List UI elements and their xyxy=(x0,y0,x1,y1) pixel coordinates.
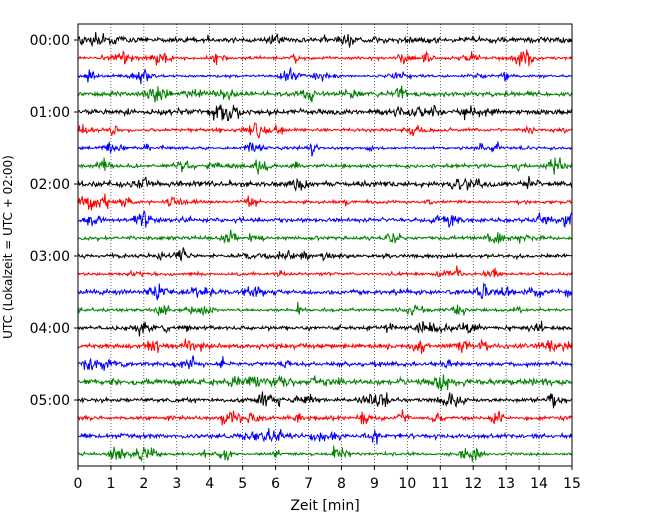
plot-background xyxy=(78,24,572,466)
x-tick-label-2: 2 xyxy=(139,476,148,492)
x-tick-label-15: 15 xyxy=(563,476,581,492)
trace-04:15 xyxy=(77,338,573,355)
trace-01:45 xyxy=(77,157,573,175)
trace-04:45 xyxy=(77,374,573,391)
x-tick-label-13: 13 xyxy=(497,476,515,492)
trace-00:15 xyxy=(77,49,573,67)
y-tick-label-2: 02:00 xyxy=(30,177,70,193)
trace-03:15 xyxy=(77,265,573,278)
y-tick-label-1: 01:00 xyxy=(30,105,70,121)
x-tick-label-9: 9 xyxy=(370,476,379,492)
trace-02:45 xyxy=(77,229,573,245)
trace-02:30 xyxy=(77,210,573,228)
trace-05:15 xyxy=(77,409,573,426)
y-tick-label-5: 05:00 xyxy=(30,393,70,409)
x-tick-label-4: 4 xyxy=(205,476,214,492)
x-tick-label-8: 8 xyxy=(337,476,346,492)
x-tick-label-12: 12 xyxy=(464,476,482,492)
trace-01:15 xyxy=(77,122,573,139)
x-tick-label-10: 10 xyxy=(398,476,416,492)
x-tick-label-3: 3 xyxy=(172,476,181,492)
y-tick-label-4: 04:00 xyxy=(30,321,70,337)
x-tick-label-7: 7 xyxy=(304,476,313,492)
trace-05:30 xyxy=(77,428,573,445)
y-tick-label-0: 00:00 xyxy=(30,33,70,49)
x-tick-label-5: 5 xyxy=(238,476,247,492)
trace-group xyxy=(77,31,573,463)
trace-04:00 xyxy=(77,320,573,337)
trace-03:30 xyxy=(77,282,573,301)
trace-01:00 xyxy=(77,104,573,121)
trace-03:00 xyxy=(77,247,573,263)
x-tick-label-6: 6 xyxy=(271,476,280,492)
plot-frame xyxy=(77,23,573,467)
x-axis-ticks: 0 1 2 3 4 5 6 7 8 9 10 11 12 13 14 15 xyxy=(74,466,581,492)
trace-02:00 xyxy=(77,175,573,192)
trace-00:30 xyxy=(77,66,573,85)
trace-01:30 xyxy=(77,141,573,157)
x-tick-label-14: 14 xyxy=(530,476,548,492)
trace-00:45 xyxy=(77,85,573,103)
y-tick-label-3: 03:00 xyxy=(30,249,70,265)
y-axis-ticks: 00:00 01:00 02:00 03:00 04:00 05:00 xyxy=(30,33,78,409)
trace-02:15 xyxy=(77,193,573,211)
trace-00:00 xyxy=(77,31,573,49)
x-tick-label-0: 0 xyxy=(74,476,83,492)
trace-05:45 xyxy=(77,445,573,463)
trace-05:00 xyxy=(77,391,573,409)
trace-03:45 xyxy=(77,301,573,317)
x-tick-label-11: 11 xyxy=(431,476,449,492)
x-tick-label-1: 1 xyxy=(106,476,115,492)
x-axis-title: Zeit [min] xyxy=(290,498,359,514)
trace-04:30 xyxy=(77,355,573,371)
y-axis-title: UTC (Lokalzeit = UTC + 02:00) xyxy=(1,155,15,339)
